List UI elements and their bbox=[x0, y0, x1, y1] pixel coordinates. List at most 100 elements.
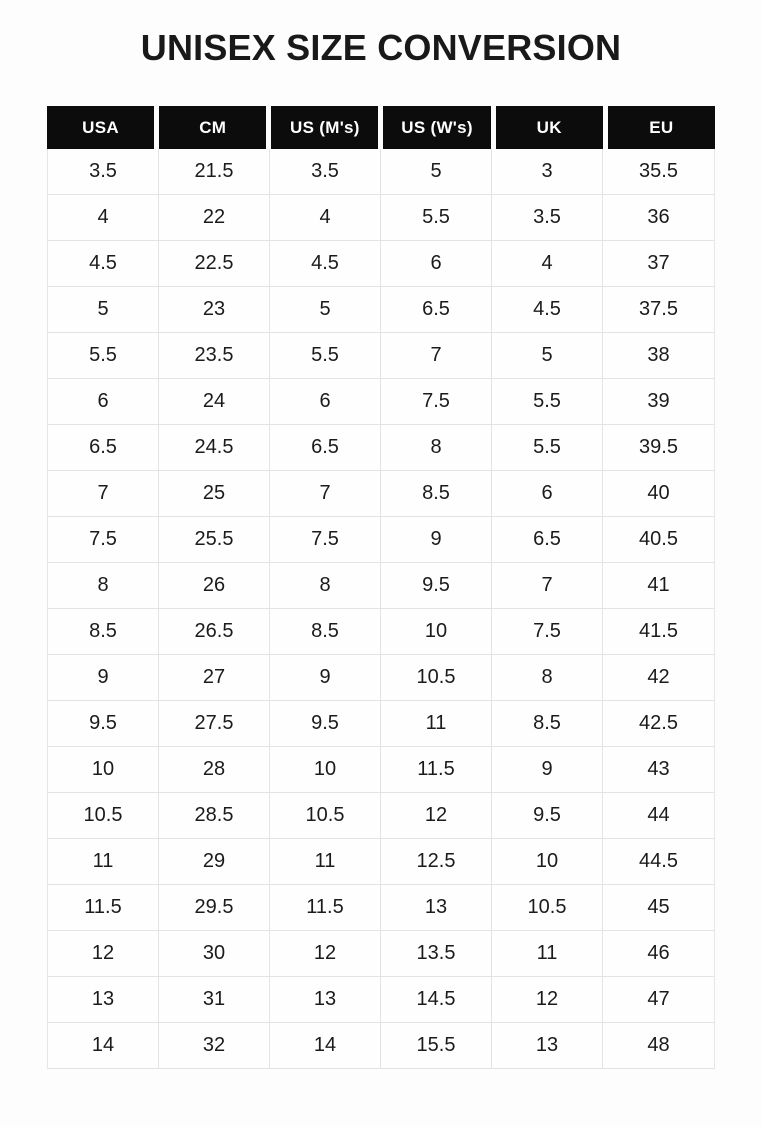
table-row: 10.5 28.5 10.5 12 9.5 44 bbox=[48, 793, 714, 839]
table-row: 4.5 22.5 4.5 6 4 37 bbox=[48, 241, 714, 287]
table-cell: 3.5 bbox=[48, 149, 159, 194]
table-cell: 39 bbox=[647, 390, 670, 412]
table-cell: 4 bbox=[48, 195, 159, 240]
table-cell: 5 bbox=[48, 287, 159, 332]
table-cell: 7 bbox=[270, 471, 381, 516]
table-row: 8 26 8 9.5 7 41 bbox=[48, 563, 714, 609]
table-row: 3.5 21.5 3.5 5 3 35.5 bbox=[48, 149, 714, 195]
table-cell: 7 bbox=[492, 563, 603, 608]
table-cell: 27 bbox=[159, 655, 270, 700]
table-cell: 21.5 bbox=[159, 149, 270, 194]
table-cell: 5.5 bbox=[492, 379, 603, 424]
table-cell: 5 bbox=[492, 333, 603, 378]
table-cell: 5.5 bbox=[48, 333, 159, 378]
table-cell: 12 bbox=[381, 793, 492, 838]
table-cell: 8.5 bbox=[48, 609, 159, 654]
table-cell: 7.5 bbox=[48, 517, 159, 562]
table-row: 11 29 11 12.5 10 44.5 bbox=[48, 839, 714, 885]
table-header-row: USA CM US (M's) US (W's) UK EU bbox=[47, 106, 715, 149]
table-cell: 4 bbox=[270, 195, 381, 240]
table-cell: 48 bbox=[647, 1034, 670, 1056]
table-cell: 8.5 bbox=[381, 471, 492, 516]
table-cell: 8 bbox=[48, 563, 159, 608]
table-cell: 6.5 bbox=[48, 425, 159, 470]
table-cell: 14.5 bbox=[381, 977, 492, 1022]
table-row: 5.5 23.5 5.5 7 5 38 bbox=[48, 333, 714, 379]
column-header-eu: EU bbox=[607, 106, 715, 149]
table-row: 14 32 14 15.5 13 48 bbox=[48, 1023, 714, 1069]
table-cell: 4.5 bbox=[270, 241, 381, 286]
table-cell: 10.5 bbox=[381, 655, 492, 700]
table-cell: 4 bbox=[492, 241, 603, 286]
table-cell: 5 bbox=[270, 287, 381, 332]
table-cell: 10 bbox=[270, 747, 381, 792]
column-header-usa: USA bbox=[47, 106, 155, 149]
table-cell: 47 bbox=[647, 988, 670, 1010]
table-cell: 9.5 bbox=[48, 701, 159, 746]
table-cell: 38 bbox=[647, 344, 670, 366]
table-cell: 10 bbox=[492, 839, 603, 884]
table-row: 7 25 7 8.5 6 40 bbox=[48, 471, 714, 517]
table-cell: 40 bbox=[647, 482, 670, 504]
table-row: 9 27 9 10.5 8 42 bbox=[48, 655, 714, 701]
table-row: 10 28 10 11.5 9 43 bbox=[48, 747, 714, 793]
size-conversion-table: USA CM US (M's) US (W's) UK EU 3.5 21.5 3.5 5 3 35… bbox=[47, 106, 715, 1069]
table-cell: 4.5 bbox=[48, 241, 159, 286]
table-cell: 10.5 bbox=[492, 885, 603, 930]
table-cell: 27.5 bbox=[159, 701, 270, 746]
table-body: 3.5 21.5 3.5 5 3 35.5 4 22 4 5.5 3.5 36 4.5 22.5 4.5 6 4… bbox=[47, 149, 715, 1069]
table-cell: 42 bbox=[647, 666, 670, 688]
table-cell: 6 bbox=[381, 241, 492, 286]
table-row: 13 31 13 14.5 12 47 bbox=[48, 977, 714, 1023]
column-header-cm: CM bbox=[159, 106, 267, 149]
table-row: 8.5 26.5 8.5 10 7.5 41.5 bbox=[48, 609, 714, 655]
table-cell: 44 bbox=[647, 804, 670, 826]
table-cell: 24.5 bbox=[159, 425, 270, 470]
table-cell: 13 bbox=[492, 1023, 603, 1068]
table-cell: 10.5 bbox=[48, 793, 159, 838]
table-cell: 30 bbox=[159, 931, 270, 976]
table-cell: 11 bbox=[381, 701, 492, 746]
table-cell: 23.5 bbox=[159, 333, 270, 378]
table-cell: 8 bbox=[270, 563, 381, 608]
table-cell: 9 bbox=[48, 655, 159, 700]
table-row: 11.5 29.5 11.5 13 10.5 45 bbox=[48, 885, 714, 931]
table-cell: 24 bbox=[159, 379, 270, 424]
table-cell: 5.5 bbox=[492, 425, 603, 470]
table-cell: 22.5 bbox=[159, 241, 270, 286]
table-cell: 44.5 bbox=[639, 850, 678, 872]
table-cell: 25.5 bbox=[159, 517, 270, 562]
table-cell: 9.5 bbox=[270, 701, 381, 746]
table-cell: 9.5 bbox=[381, 563, 492, 608]
table-cell: 8.5 bbox=[492, 701, 603, 746]
table-cell: 9 bbox=[492, 747, 603, 792]
table-cell: 3.5 bbox=[270, 149, 381, 194]
table-cell: 6 bbox=[48, 379, 159, 424]
table-cell: 42.5 bbox=[639, 712, 678, 734]
column-header-uk: UK bbox=[495, 106, 603, 149]
table-cell: 14 bbox=[48, 1023, 159, 1068]
table-row: 7.5 25.5 7.5 9 6.5 40.5 bbox=[48, 517, 714, 563]
table-cell: 15.5 bbox=[381, 1023, 492, 1068]
table-cell: 4.5 bbox=[492, 287, 603, 332]
table-cell: 46 bbox=[647, 942, 670, 964]
table-cell: 10 bbox=[48, 747, 159, 792]
table-cell: 8 bbox=[381, 425, 492, 470]
table-cell: 43 bbox=[647, 758, 670, 780]
table-cell: 40.5 bbox=[639, 528, 678, 550]
table-row: 12 30 12 13.5 11 46 bbox=[48, 931, 714, 977]
table-cell: 3 bbox=[492, 149, 603, 194]
column-header-us-m-s: US (M's) bbox=[271, 106, 379, 149]
table-cell: 31 bbox=[159, 977, 270, 1022]
page-title: UNISEX SIZE CONVERSION bbox=[140, 27, 622, 68]
table-cell: 28.5 bbox=[159, 793, 270, 838]
table-cell: 6 bbox=[492, 471, 603, 516]
table-row: 4 22 4 5.5 3.5 36 bbox=[48, 195, 714, 241]
table-cell: 35.5 bbox=[639, 160, 678, 182]
table-cell: 23 bbox=[159, 287, 270, 332]
table-cell: 7 bbox=[381, 333, 492, 378]
table-cell: 41.5 bbox=[639, 620, 678, 642]
table-cell: 29 bbox=[159, 839, 270, 884]
table-cell: 5.5 bbox=[381, 195, 492, 240]
table-cell: 36 bbox=[647, 206, 670, 228]
